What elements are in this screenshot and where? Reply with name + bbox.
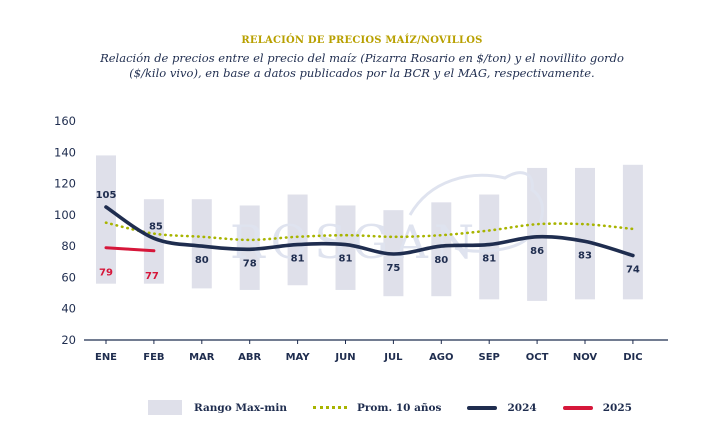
y-tick-label: 160 <box>54 114 76 128</box>
x-tick-label-sep: SEP <box>479 352 500 363</box>
data-label-2024: 105 <box>96 190 117 201</box>
range-bar-may <box>287 194 308 286</box>
data-label-2024: 75 <box>386 263 400 274</box>
x-tick-label-feb: FEB <box>143 352 164 363</box>
x-tick-label-jul: JUL <box>383 352 403 363</box>
data-label-2024: 81 <box>291 254 305 265</box>
x-tick-label-nov: NOV <box>573 352 598 363</box>
data-label-2024: 81 <box>482 254 496 265</box>
legend-item-2025: 2025 <box>562 401 632 414</box>
series-line-2024 <box>104 205 635 258</box>
legend-swatch-2025 <box>562 405 593 410</box>
chart-title: RELACIÓN DE PRECIOS MAÍZ/NOVILLOS <box>241 35 483 46</box>
legend: Rango Max-min Prom. 10 años 2024 2025 <box>148 400 658 415</box>
data-label-2024: 81 <box>339 254 353 265</box>
range-bar-jun <box>335 205 356 290</box>
y-axis: 20 40 60 80 100 120 140 160 <box>54 114 76 347</box>
x-tick-label-ago: AGO <box>429 352 453 363</box>
legend-swatch-range <box>148 400 182 415</box>
y-tick-label: 140 <box>54 145 76 159</box>
x-axis: ENE FEB MAR ABR MAY JUN JUL AGO SEP OCT NOV DIC <box>84 339 668 363</box>
range-bar-ene <box>96 155 116 284</box>
series-line-2025 <box>104 246 156 253</box>
watermark-bull-icon <box>408 171 545 253</box>
data-label-2025: 79 <box>99 268 113 279</box>
y-tick-label: 100 <box>54 208 76 222</box>
data-label-2024: 83 <box>578 250 592 261</box>
data-label-2024: 80 <box>195 255 209 266</box>
data-label-2024: 78 <box>243 258 257 269</box>
watermark: ROSGAN <box>230 171 545 269</box>
data-labels: 105 85 80 78 81 81 75 80 81 86 83 74 79 77 <box>96 190 640 282</box>
range-bar-ago <box>431 202 452 297</box>
data-label-2024: 74 <box>626 265 640 276</box>
range-bar-feb <box>143 199 164 284</box>
y-tick-label: 40 <box>61 302 76 316</box>
range-bar-nov <box>575 167 595 300</box>
y-tick-label: 80 <box>61 239 76 253</box>
x-tick-label-may: MAY <box>286 352 311 363</box>
series-lines <box>104 205 635 258</box>
range-bar-mar <box>191 199 212 289</box>
y-tick-label: 20 <box>61 333 76 347</box>
legend-swatch-2024 <box>467 405 498 410</box>
data-label-2024: 86 <box>530 246 544 257</box>
legend-label-range: Rango Max-min <box>194 401 287 414</box>
legend-item-avg: Prom. 10 años <box>313 402 441 414</box>
range-bar-dic <box>622 164 643 300</box>
range-bar-sep <box>479 194 500 300</box>
legend-label-avg: Prom. 10 años <box>357 401 442 414</box>
watermark-text: ROSGAN <box>230 215 480 269</box>
series-line-prom-10-anos <box>104 221 635 242</box>
y-tick-label: 60 <box>61 270 76 284</box>
chart-plot: ROSGAN 20 40 60 80 100 120 140 160 ENE FEB MAR ABR… <box>54 114 668 363</box>
x-tick-label-ene: ENE <box>95 352 117 363</box>
chart-subtitle: Relación de precios entre el precio del … <box>100 51 624 80</box>
x-tick-label-abr: ABR <box>238 352 261 363</box>
data-label-2024: 80 <box>434 255 448 266</box>
legend-label-2025: 2025 <box>602 401 632 414</box>
x-tick-label-jun: JUN <box>334 352 355 363</box>
legend-swatch-avg <box>313 406 347 409</box>
y-tick-label: 120 <box>54 177 76 191</box>
legend-item-range: Rango Max-min <box>148 400 287 415</box>
x-tick-label-oct: OCT <box>526 352 549 363</box>
data-label-2025: 77 <box>145 271 159 282</box>
legend-label-2024: 2024 <box>507 401 537 414</box>
x-tick-label-mar: MAR <box>189 352 215 363</box>
data-label-2024: 85 <box>149 221 163 232</box>
legend-item-2024: 2024 <box>467 401 537 414</box>
x-tick-label-dic: DIC <box>623 352 642 363</box>
